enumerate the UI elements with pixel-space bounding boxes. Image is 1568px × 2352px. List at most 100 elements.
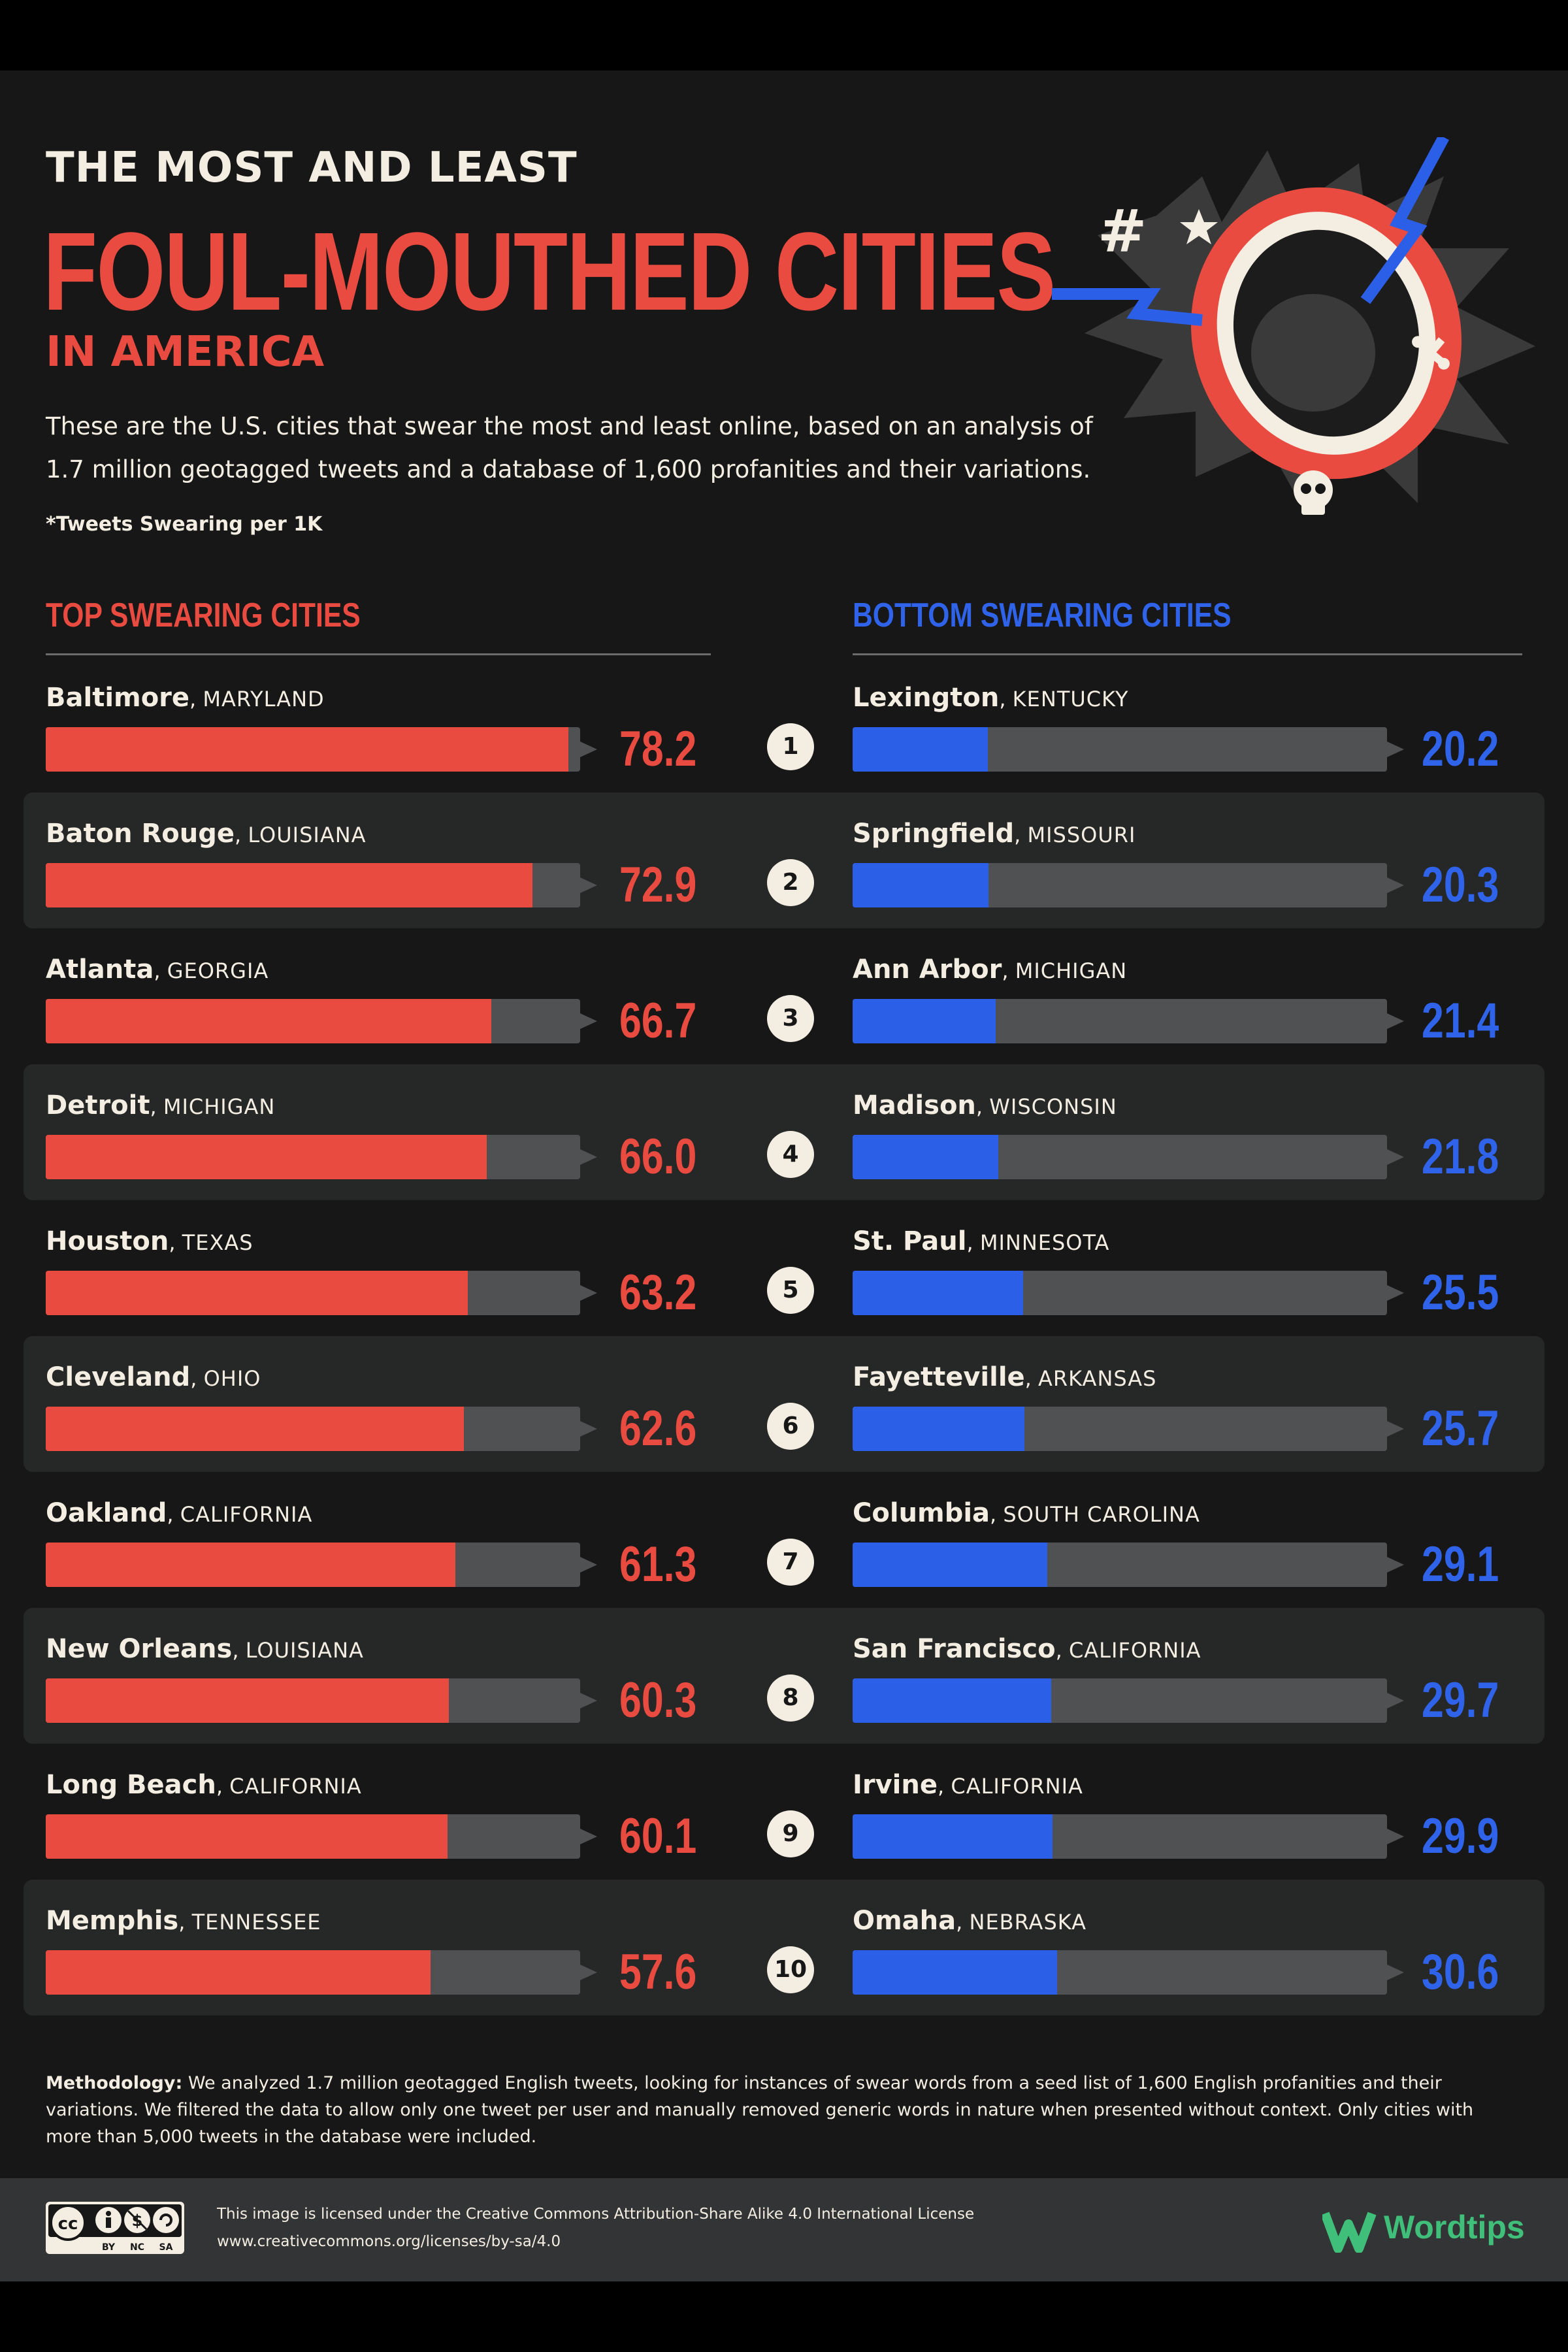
svg-text:#: # [1098, 197, 1147, 266]
city-row: Baltimore, MARYLAND 78.2 Lexington, KENTUC… [24, 657, 1544, 792]
bottom-value-label: 29.9 [1422, 1808, 1499, 1864]
state-name: LOUISIANA [245, 1638, 364, 1663]
city-name: Oakland [46, 1498, 167, 1528]
top-city-label: Baton Rouge, LOUISIANA [46, 819, 367, 849]
methodology: Methodology: We analyzed 1.7 million geo… [46, 2070, 1522, 2150]
bottom-value-label: 30.6 [1422, 1944, 1499, 2000]
top-value-label: 66.0 [619, 1129, 697, 1184]
bottom-city-label: Lexington, KENTUCKY [853, 683, 1129, 713]
license-text: This image is licensed under the Creativ… [217, 2206, 975, 2223]
brand-name: Wordtips [1384, 2209, 1525, 2246]
state-name: GEORGIA [167, 958, 269, 983]
top-city-label: Cleveland, OHIO [46, 1362, 261, 1392]
state-name: CALIFORNIA [180, 1502, 313, 1527]
top-bar [46, 863, 532, 907]
license-link[interactable]: www.creativecommons.org/licenses/by-sa/4… [217, 2233, 561, 2250]
state-name: OHIO [203, 1366, 261, 1391]
bottom-value-label: 20.2 [1422, 721, 1499, 777]
top-value-label: 60.3 [619, 1673, 697, 1728]
methodology-label: Methodology: [46, 2073, 183, 2093]
bottom-bar [853, 1407, 1024, 1451]
top-bar-track [46, 1678, 597, 1723]
rank-badge: 9 [767, 1810, 814, 1857]
bottom-city-label: Ann Arbor, MICHIGAN [853, 955, 1128, 985]
bottom-bar [853, 1271, 1023, 1315]
city-name: St. Paul [853, 1226, 967, 1256]
city-name: Houston [46, 1226, 169, 1256]
city-name: Long Beach [46, 1770, 216, 1800]
bottom-bar [853, 1950, 1057, 1995]
intro-text: These are the U.S. cities that swear the… [46, 412, 1093, 483]
bottom-city-label: Columbia, SOUTH CAROLINA [853, 1498, 1200, 1528]
bottom-value-label: 29.7 [1422, 1673, 1499, 1728]
city-name: Irvine [853, 1770, 938, 1800]
headline-main: FOUL-MOUTHED CITIES [43, 210, 1056, 334]
rank-badge: 6 [767, 1403, 814, 1450]
bottom-city-label: Fayetteville, ARKANSAS [853, 1362, 1157, 1392]
top-bar [46, 1135, 487, 1179]
top-bar [46, 1678, 449, 1723]
methodology-text: We analyzed 1.7 million geotagged Englis… [46, 2073, 1474, 2147]
headline-sub: IN AMERICA [46, 328, 325, 376]
city-name: Ann Arbor [853, 955, 1002, 985]
wordtips-logo-icon [1322, 2212, 1377, 2253]
cc-sa-label: SA [159, 2242, 173, 2253]
top-bar [46, 1950, 431, 1995]
state-name: NEBRASKA [969, 1910, 1087, 1935]
bottom-bar [853, 1135, 998, 1179]
top-value-label: 63.2 [619, 1265, 697, 1320]
bottom-section-rule [853, 653, 1522, 655]
top-city-label: New Orleans, LOUISIANA [46, 1634, 364, 1664]
bottom-bar-track [853, 1814, 1404, 1859]
bottom-bar-track [853, 1135, 1404, 1179]
rank-badge: 2 [767, 859, 814, 906]
top-city-label: Houston, TEXAS [46, 1226, 253, 1256]
top-value-label: 62.6 [619, 1401, 697, 1456]
cc-label: cc [58, 2214, 78, 2234]
bottom-city-label: San Francisco, CALIFORNIA [853, 1634, 1201, 1664]
footer: cc $ BY NC SA This image is licensed und… [0, 2178, 1568, 2281]
bottom-value-label: 21.4 [1422, 993, 1499, 1049]
top-bar-track [46, 999, 597, 1043]
bottom-section-title: BOTTOM SWEARING CITIES [853, 596, 1232, 634]
bottom-bar-track [853, 1407, 1404, 1451]
top-bar [46, 1407, 464, 1451]
city-name: Baltimore [46, 683, 190, 713]
top-bar-track [46, 1814, 597, 1859]
city-name: Omaha [853, 1906, 956, 1936]
state-name: CALIFORNIA [951, 1774, 1083, 1799]
city-row: Memphis, TENNESSEE 57.6 Omaha, NEBRASKA 30.… [24, 1880, 1544, 2016]
top-bar [46, 1814, 448, 1859]
bottom-bar-track [853, 1950, 1404, 1995]
state-name: LOUISIANA [248, 823, 367, 847]
units-note: *Tweets Swearing per 1K [46, 513, 323, 536]
top-value-label: 60.1 [619, 1808, 697, 1864]
bottom-value-label: 21.8 [1422, 1129, 1499, 1184]
city-row: Long Beach, CALIFORNIA 60.1 Irvine, CALIFO… [24, 1744, 1544, 1880]
rank-badge: 8 [767, 1674, 814, 1722]
city-name: Madison [853, 1090, 976, 1120]
state-name: MISSOURI [1027, 823, 1136, 847]
city-name: Columbia [853, 1498, 990, 1528]
bottom-city-label: St. Paul, MINNESOTA [853, 1226, 1110, 1256]
state-name: SOUTH CAROLINA [1003, 1502, 1200, 1527]
city-name: Cleveland [46, 1362, 191, 1392]
city-name: Memphis [46, 1906, 179, 1936]
bottom-bar-track [853, 999, 1404, 1043]
rank-badge: 1 [767, 723, 814, 770]
bottom-bar-track [853, 1678, 1404, 1723]
city-name: Atlanta [46, 955, 154, 985]
city-row: Baton Rouge, LOUISIANA 72.9 Springfield, M… [24, 792, 1544, 928]
screaming-mouth-illustration: # [1052, 137, 1535, 515]
top-bar-track [46, 1407, 597, 1451]
top-bar [46, 727, 568, 772]
top-bar-track [46, 1950, 597, 1995]
top-section-rule [46, 653, 711, 655]
state-name: CALIFORNIA [229, 1774, 362, 1799]
bottom-value-label: 20.3 [1422, 857, 1499, 913]
top-value-label: 78.2 [619, 721, 697, 777]
state-name: MARYLAND [203, 687, 325, 711]
top-city-label: Baltimore, MARYLAND [46, 683, 325, 713]
state-name: CALIFORNIA [1068, 1638, 1201, 1663]
state-name: WISCONSIN [989, 1094, 1117, 1119]
